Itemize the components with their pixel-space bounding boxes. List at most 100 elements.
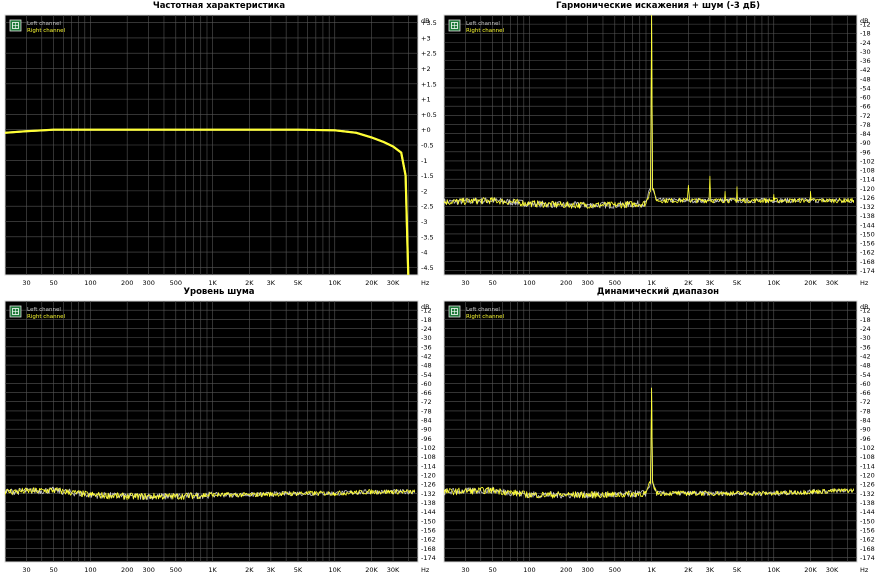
y-tick-label: -138 xyxy=(860,212,875,220)
x-tick-label: 100 xyxy=(84,279,96,287)
x-tick-label: 2K xyxy=(245,566,254,574)
x-tick-label: 200 xyxy=(121,279,133,287)
legend-left-channel: Left channel xyxy=(27,307,61,313)
y-tick-label: -120 xyxy=(860,472,875,480)
plot-area xyxy=(443,300,858,563)
y-tick-label: -102 xyxy=(860,444,875,452)
x-tick-label: 30 xyxy=(461,566,469,574)
y-unit-label: dB xyxy=(421,17,430,25)
series-line-right-channel xyxy=(444,387,854,499)
y-tick-label: -150 xyxy=(860,230,875,238)
y-tick-label: +2 xyxy=(421,65,431,73)
y-tick-label: -96 xyxy=(860,435,871,443)
frequency-response-chart: 30 50 100 200 300 500 1K 2K 3K 5K 10K 20K 30K Hz +3.5 +… xyxy=(4,14,437,287)
legend-icon xyxy=(9,19,22,32)
y-tick-label: -102 xyxy=(860,157,875,165)
x-tick-label: 5K xyxy=(733,279,742,287)
y-tick-label: -114 xyxy=(860,462,875,470)
legend-right-channel: Right channel xyxy=(27,28,65,34)
x-tick-label: 1K xyxy=(208,566,217,574)
y-tick-label: -18 xyxy=(860,316,871,324)
x-tick-label: 10K xyxy=(328,566,341,574)
y-tick-label: -48 xyxy=(421,362,432,370)
y-tick-label: -12 xyxy=(860,21,871,29)
y-tick-label: +1 xyxy=(421,96,431,104)
y-tick-label: -42 xyxy=(860,66,871,74)
y-tick-label: -162 xyxy=(421,536,436,544)
x-tick-label: 1K xyxy=(647,279,656,287)
series-line-right-channel xyxy=(5,128,410,275)
x-tick-label: 10K xyxy=(767,566,780,574)
y-tick-label: -54 xyxy=(860,371,871,379)
x-tick-label: 10K xyxy=(328,279,341,287)
x-tick-label: 20K xyxy=(365,279,378,287)
x-tick-label: 3K xyxy=(706,566,715,574)
y-tick-label: -48 xyxy=(860,362,871,370)
x-tick-label: 2K xyxy=(245,279,254,287)
y-tick-label: -18 xyxy=(421,316,432,324)
legend-icon xyxy=(448,305,461,318)
y-tick-label: -72 xyxy=(421,398,432,406)
x-unit-label: Hz xyxy=(421,566,430,574)
y-unit-label: dB xyxy=(421,303,430,311)
y-tick-label: +0.5 xyxy=(421,111,437,119)
x-tick-label: 100 xyxy=(84,566,96,574)
y-tick-label: -3.5 xyxy=(421,233,434,241)
y-unit-label: dB xyxy=(860,303,869,311)
y-tick-label: -60 xyxy=(860,380,871,388)
y-tick-label: -54 xyxy=(860,84,871,92)
y-tick-label: -108 xyxy=(421,453,436,461)
y-tick-label: -162 xyxy=(860,536,875,544)
y-tick-label: -96 xyxy=(421,435,432,443)
y-tick-label: +2.5 xyxy=(421,50,437,58)
chart-title: Гармонические искажения + шум (-3 дБ) xyxy=(556,1,760,11)
x-tick-label: 30K xyxy=(826,279,839,287)
y-tick-label: -150 xyxy=(860,517,875,525)
x-tick-label: 20K xyxy=(804,566,817,574)
y-tick-label: -126 xyxy=(860,194,875,202)
y-tick-label: -162 xyxy=(860,249,875,257)
chart-title: Частотная характеристика xyxy=(152,1,286,11)
y-tick-label: -84 xyxy=(421,417,432,425)
panel-frequency-response: Частотная характеристика 30 50 100 200 300 50… xyxy=(0,0,438,287)
y-tick-label: -1 xyxy=(421,157,427,165)
x-tick-label: 30 xyxy=(461,279,469,287)
y-tick-label: -24 xyxy=(860,39,871,47)
y-tick-label: -78 xyxy=(860,121,871,129)
panel-noise-level: Уровень шума 30 50 100 200 300 500 1K 2K 3K 5K 10K… xyxy=(0,287,438,574)
y-tick-label: -66 xyxy=(860,389,871,397)
x-tick-label: 10K xyxy=(767,279,780,287)
y-tick-label: -30 xyxy=(421,334,432,342)
x-tick-label: 30K xyxy=(387,279,400,287)
y-tick-label: -126 xyxy=(421,481,436,489)
legend-right-channel: Right channel xyxy=(466,314,504,320)
y-tick-label: -90 xyxy=(421,426,432,434)
y-tick-label: -1.5 xyxy=(421,172,434,180)
y-tick-label: -174 xyxy=(421,554,436,562)
y-tick-label: -12 xyxy=(860,307,871,315)
x-tick-label: 30K xyxy=(826,566,839,574)
y-tick-label: -96 xyxy=(860,148,871,156)
x-tick-label: 2K xyxy=(684,566,693,574)
y-tick-label: -120 xyxy=(860,185,875,193)
y-tick-label: -36 xyxy=(860,57,871,65)
y-tick-label: -30 xyxy=(860,334,871,342)
x-tick-label: 20K xyxy=(804,279,817,287)
x-tick-label: 5K xyxy=(733,566,742,574)
y-tick-label: -78 xyxy=(421,407,432,415)
panel-thd-noise: Гармонические искажения + шум (-3 дБ) 30… xyxy=(439,0,877,287)
y-tick-label: +1.5 xyxy=(421,80,437,88)
series-line-right-channel xyxy=(444,15,854,209)
y-tick-label: -36 xyxy=(421,343,432,351)
legend-right-channel: Right channel xyxy=(27,314,65,320)
y-tick-label: -102 xyxy=(421,444,436,452)
y-tick-label: -168 xyxy=(860,258,875,266)
x-tick-label: 500 xyxy=(170,279,182,287)
y-tick-label: -126 xyxy=(860,481,875,489)
x-tick-label: 500 xyxy=(170,566,182,574)
x-tick-label: 50 xyxy=(49,279,57,287)
panel-dynamic-range: Динамический диапазон 30 50 100 200 300 500 1K… xyxy=(439,287,877,574)
